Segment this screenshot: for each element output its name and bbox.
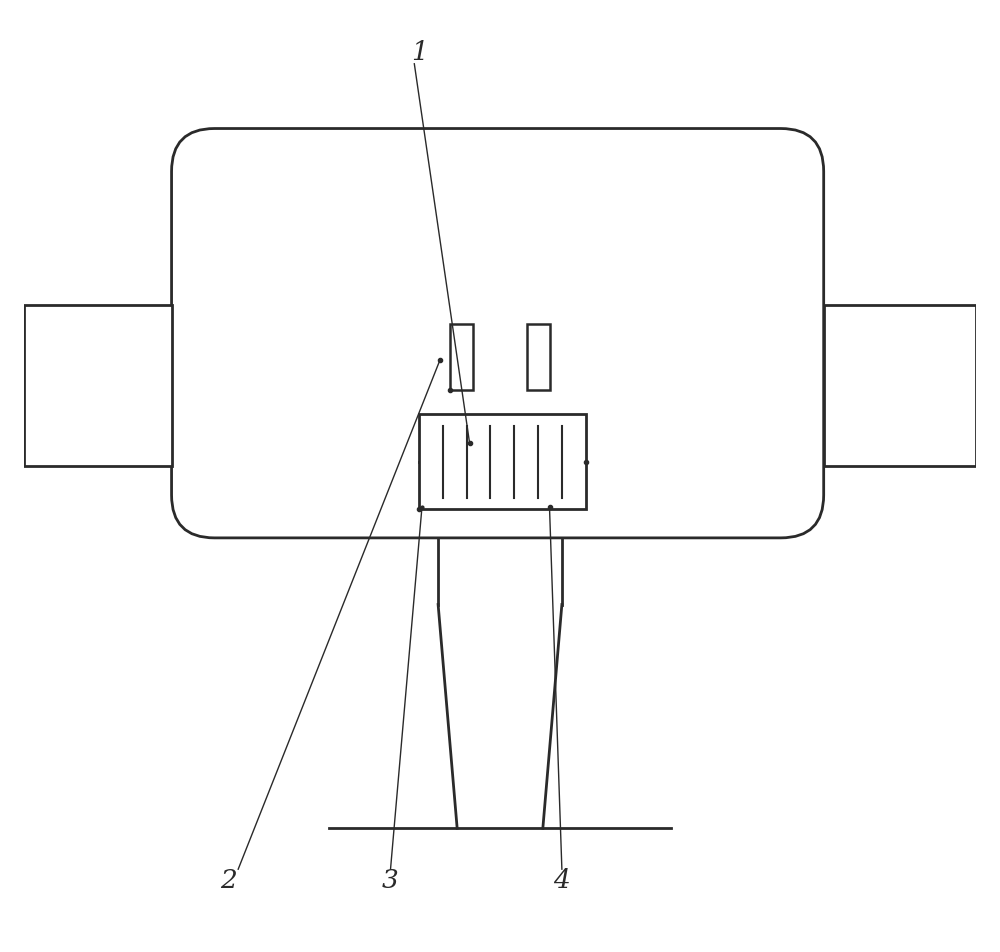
- Bar: [527, 324, 550, 390]
- Bar: [419, 414, 586, 509]
- FancyBboxPatch shape: [172, 129, 824, 538]
- Text: 1: 1: [411, 40, 427, 65]
- Bar: [450, 324, 473, 390]
- Text: 3: 3: [382, 868, 399, 893]
- Bar: [24, 305, 172, 466]
- Bar: [824, 305, 976, 466]
- Text: 4: 4: [554, 868, 570, 893]
- Text: 2: 2: [220, 868, 237, 893]
